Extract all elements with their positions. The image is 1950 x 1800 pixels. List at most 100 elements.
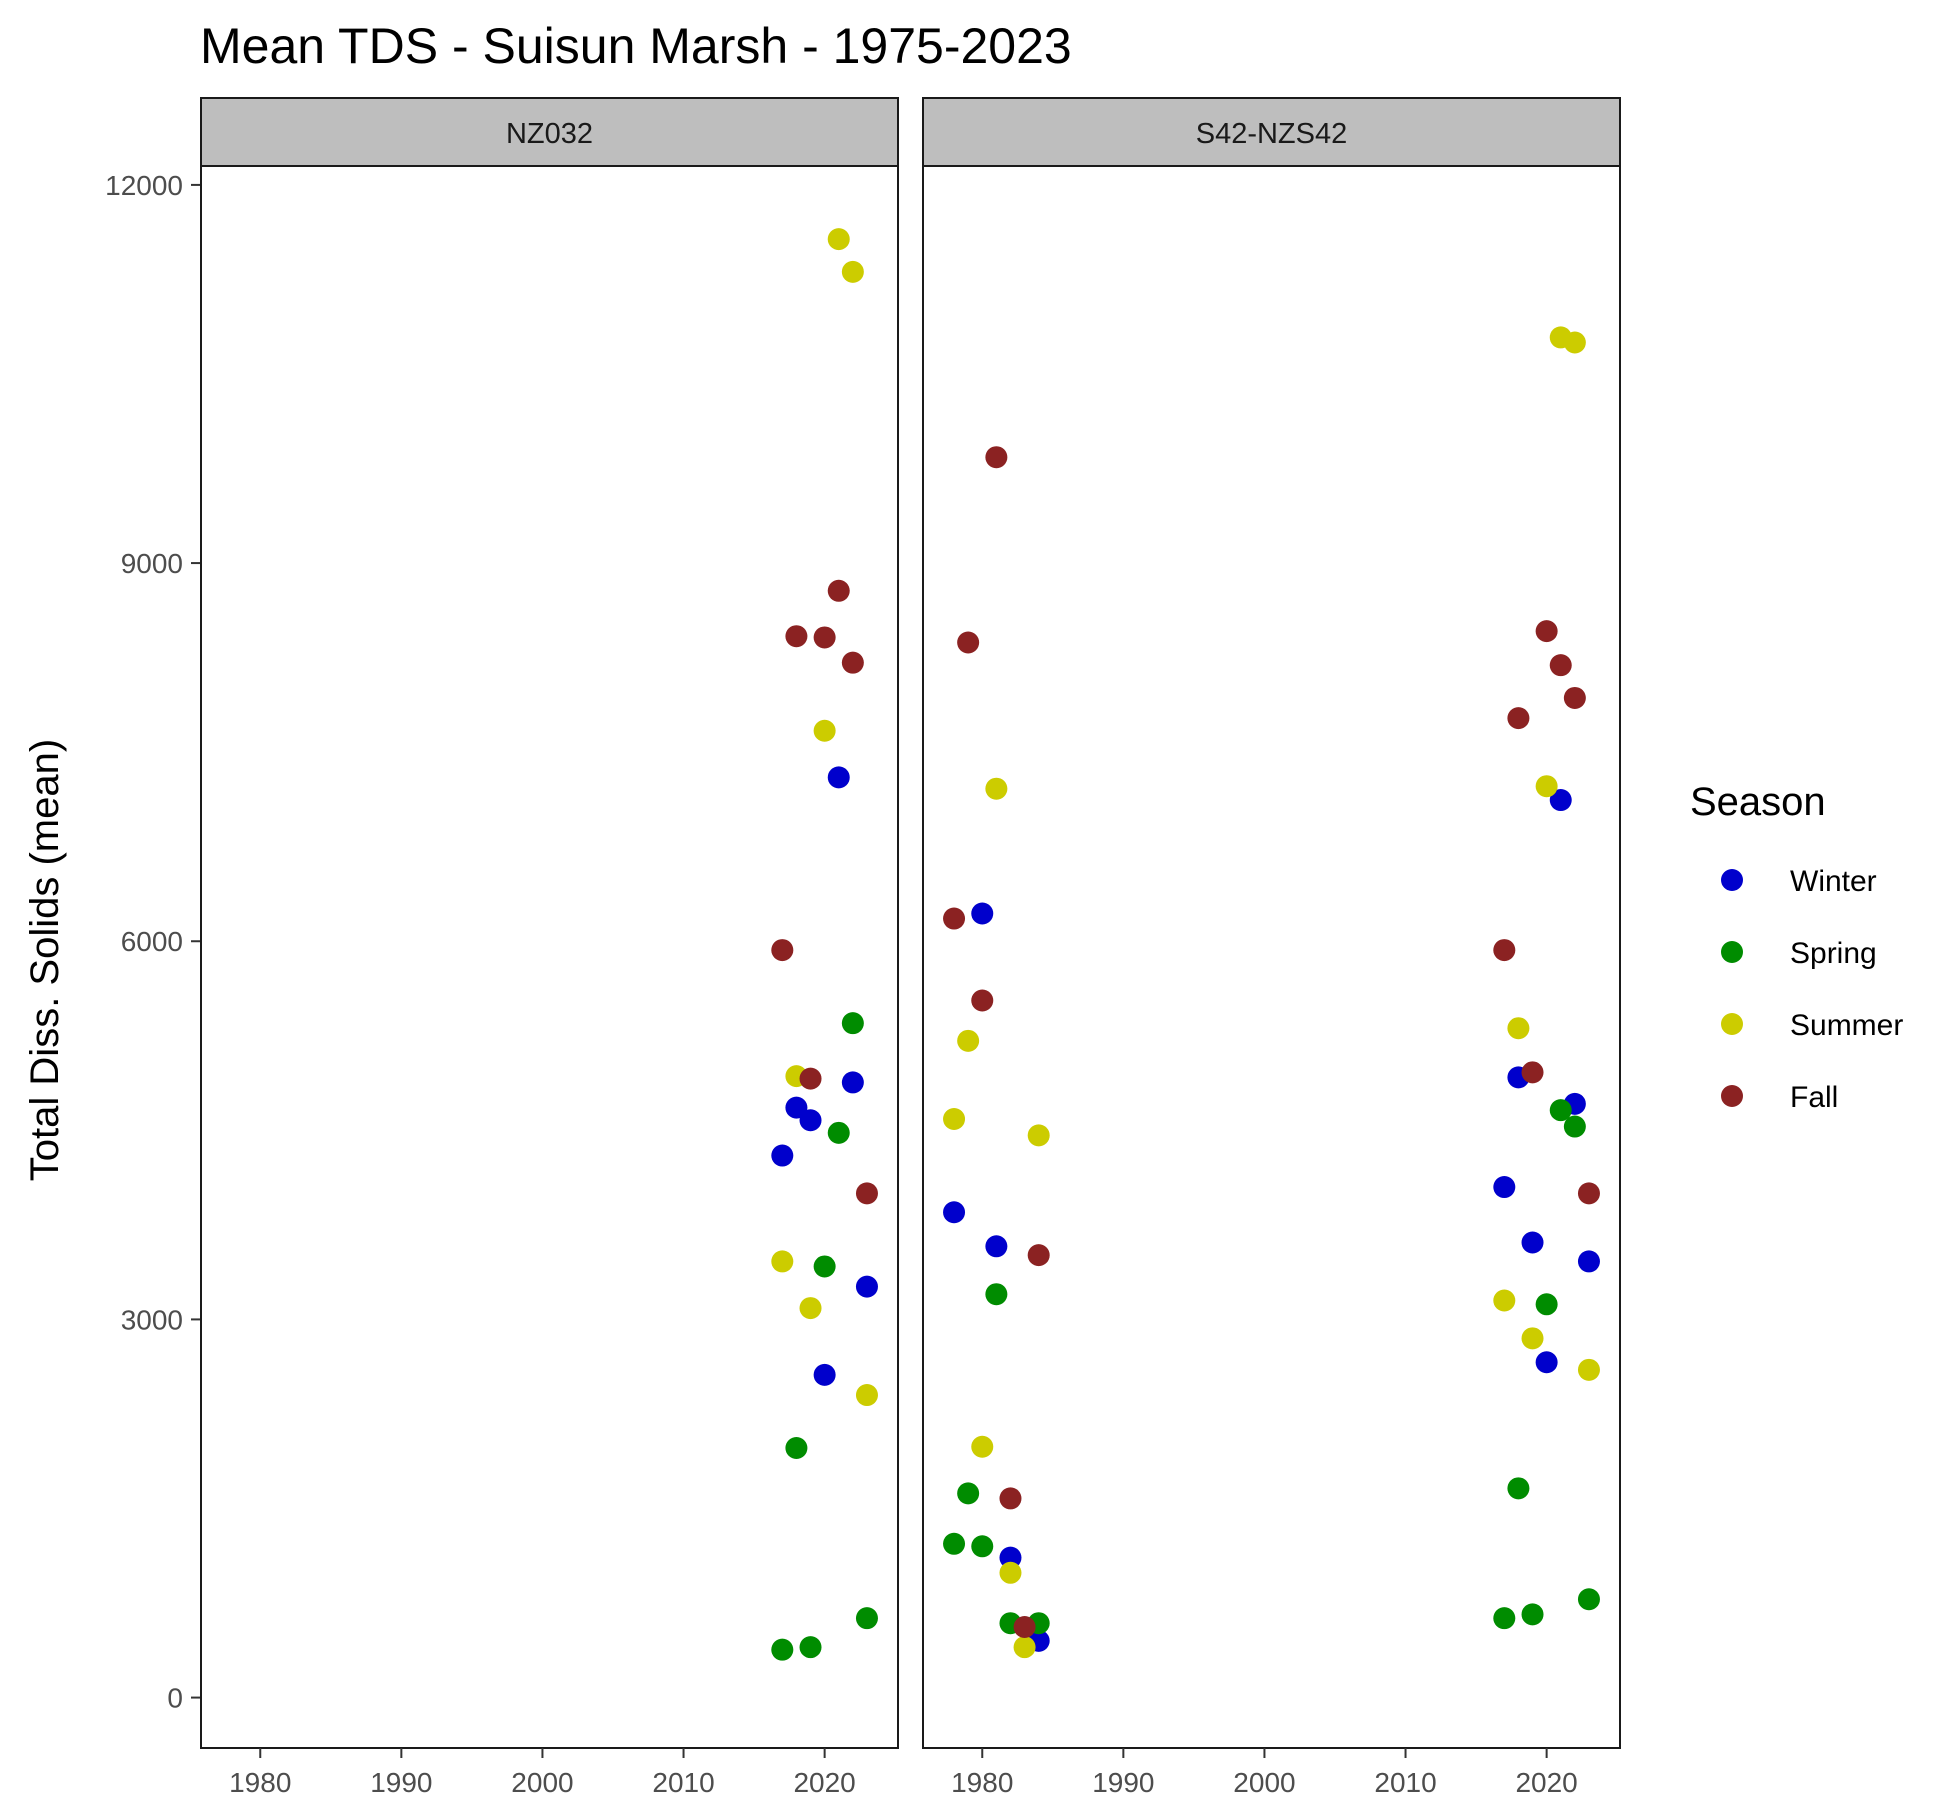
point-winter (771, 1144, 794, 1167)
point-spring (785, 1436, 808, 1459)
point-fall (1013, 1615, 1036, 1638)
legend-key-fall (1721, 1085, 1743, 1107)
point-summer (1521, 1327, 1544, 1350)
point-winter (1577, 1250, 1600, 1273)
point-spring (1493, 1607, 1516, 1630)
point-spring (771, 1638, 794, 1661)
point-summer (841, 260, 864, 283)
strip-s42-nzs42 (922, 97, 1621, 167)
point-winter (813, 1363, 836, 1386)
point-spring (985, 1283, 1008, 1306)
point-fall (1577, 1182, 1600, 1205)
x-tick-label: 2000 (511, 1767, 573, 1798)
point-spring (1507, 1477, 1530, 1500)
point-summer (1027, 1124, 1050, 1147)
point-summer (1577, 1358, 1600, 1381)
point-fall (1563, 686, 1586, 709)
point-fall (971, 989, 994, 1012)
point-fall (813, 626, 836, 649)
point-winter (785, 1096, 808, 1119)
point-spring (971, 1535, 994, 1558)
point-winter (827, 766, 850, 789)
point-fall (799, 1067, 822, 1090)
legend-label-summer: Summer (1790, 1009, 1903, 1042)
legend-label-fall: Fall (1790, 1081, 1838, 1114)
legend-label-spring: Spring (1790, 937, 1877, 970)
point-summer (855, 1384, 878, 1407)
y-axis-label: Total Diss. Solids (mean) (23, 739, 67, 1181)
point-winter (971, 902, 994, 925)
point-fall (1027, 1244, 1050, 1267)
strip-label-s42-nzs42: S42-NZS42 (1196, 118, 1348, 150)
point-spring (1563, 1115, 1586, 1138)
point-spring (827, 1121, 850, 1144)
point-fall (841, 651, 864, 674)
point-spring (1535, 1293, 1558, 1316)
y-tick-label: 9000 (121, 548, 183, 579)
x-tick-label: 1990 (1092, 1767, 1154, 1798)
panel-s42-nzs42: S42-NZS42 1980 1990 2000 2010 2020 (922, 97, 1621, 1798)
point-fall (1521, 1061, 1544, 1084)
y-tick-label: 3000 (121, 1304, 183, 1335)
point-summer (999, 1561, 1022, 1584)
point-summer (1507, 1017, 1530, 1040)
point-fall (1507, 707, 1530, 730)
point-summer (971, 1435, 994, 1458)
point-summer (813, 719, 836, 742)
chart-title: Mean TDS - Suisun Marsh - 1975-2023 (200, 18, 1072, 74)
point-winter (1521, 1231, 1544, 1254)
point-fall (771, 939, 794, 962)
point-winter (999, 1546, 1022, 1569)
x-axis-s42-nzs42: 1980 1990 2000 2010 2020 (951, 1748, 1578, 1798)
point-fall (1535, 620, 1558, 643)
point-winter (1549, 789, 1572, 812)
y-axis: 0 3000 6000 9000 12000 (105, 170, 201, 1714)
point-summer (799, 1297, 822, 1320)
point-winter (943, 1201, 966, 1224)
point-summer (957, 1029, 980, 1052)
points-nz032 (771, 228, 878, 1661)
point-summer (985, 777, 1008, 800)
y-tick-label: 6000 (121, 926, 183, 957)
point-spring (855, 1607, 878, 1630)
point-spring (957, 1482, 980, 1505)
point-summer (827, 228, 850, 251)
point-fall (827, 579, 850, 602)
point-summer (1535, 775, 1558, 798)
point-summer (1013, 1636, 1036, 1659)
y-tick-label: 12000 (105, 170, 183, 201)
legend-key-winter (1721, 869, 1743, 891)
legend: Season Winter Spring Summer Fall (1690, 780, 1903, 1114)
y-tick-label: 0 (167, 1683, 183, 1714)
legend-key-spring (1721, 941, 1743, 963)
x-axis-nz032: 1980 1990 2000 2010 2020 (229, 1748, 856, 1798)
x-tick-label: 2020 (793, 1767, 855, 1798)
point-fall (1549, 654, 1572, 677)
point-fall (999, 1487, 1022, 1510)
point-fall (957, 631, 980, 654)
x-tick-label: 1990 (370, 1767, 432, 1798)
point-winter (1493, 1176, 1516, 1199)
point-spring (1521, 1603, 1544, 1626)
x-tick-label: 1980 (229, 1767, 291, 1798)
point-winter (1535, 1351, 1558, 1374)
point-winter (841, 1071, 864, 1094)
strip-label-nz032: NZ032 (506, 118, 593, 150)
point-fall (1493, 939, 1516, 962)
point-winter (855, 1275, 878, 1298)
point-spring (813, 1255, 836, 1278)
point-spring (1577, 1588, 1600, 1611)
x-tick-label: 2010 (652, 1767, 714, 1798)
legend-title: Season (1690, 780, 1826, 824)
point-winter (985, 1235, 1008, 1258)
point-summer (943, 1107, 966, 1130)
plot-area-s42-nzs42 (922, 165, 1621, 1749)
point-spring (943, 1532, 966, 1555)
strip-nz032 (200, 97, 899, 167)
point-fall (943, 907, 966, 930)
legend-key-summer (1721, 1013, 1743, 1035)
point-summer (1493, 1289, 1516, 1312)
point-spring (799, 1636, 822, 1659)
x-tick-label: 2010 (1374, 1767, 1436, 1798)
x-tick-label: 2000 (1233, 1767, 1295, 1798)
